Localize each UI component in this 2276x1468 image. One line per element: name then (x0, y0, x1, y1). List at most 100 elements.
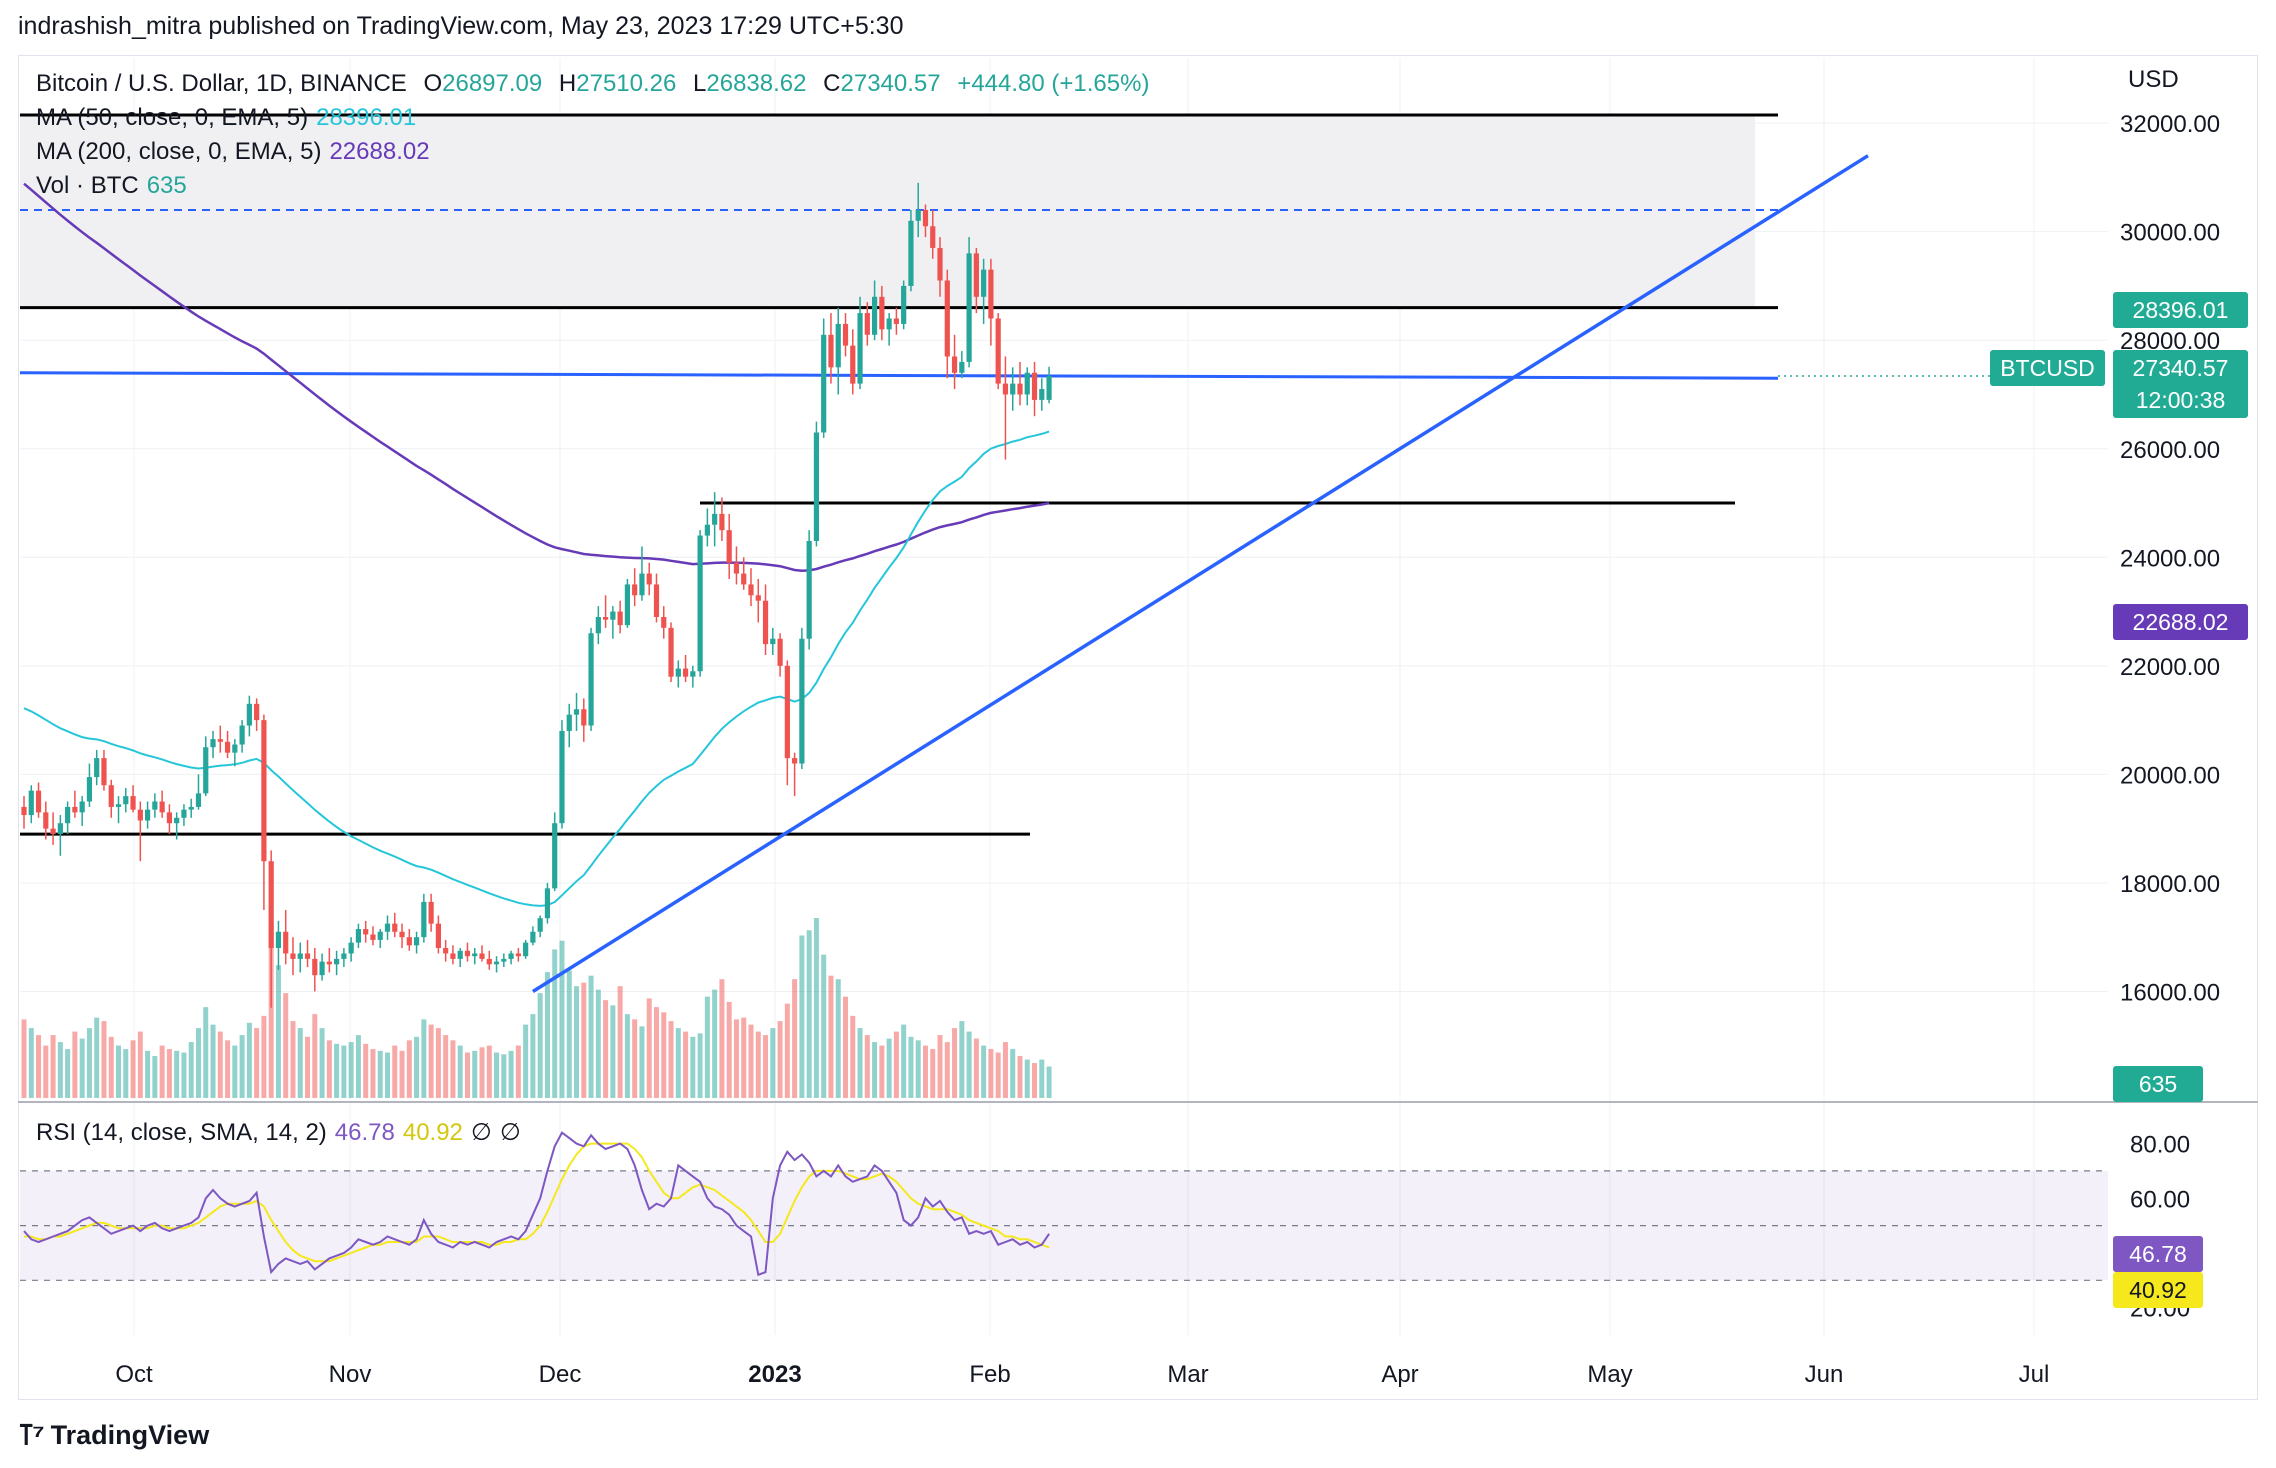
volume-bar (326, 1040, 332, 1098)
volume-bar (886, 1038, 892, 1098)
candle-body (777, 638, 783, 666)
candle-body (559, 730, 565, 824)
candle-body (762, 600, 769, 645)
candle-body (523, 942, 529, 957)
volume-bar (254, 1028, 260, 1098)
volume-bar (501, 1054, 507, 1098)
legend-rsi-hidden-1: ∅ (470, 1119, 492, 1146)
price-tick-label: 20000.00 (2120, 762, 2220, 789)
candle-body (704, 524, 710, 536)
volume-bar (515, 1045, 521, 1098)
volume-bar (922, 1045, 928, 1098)
candle-body (188, 806, 194, 810)
legend-ma200[interactable]: MA (200, close, 0, EMA, 5) 22688.02 (36, 138, 430, 166)
candle-body (792, 758, 798, 764)
candle-body (246, 703, 252, 726)
candle-body (115, 804, 122, 807)
candle-body (86, 777, 93, 802)
volume-bar (312, 1014, 318, 1098)
candle-body (821, 334, 827, 433)
price-tick-label: 24000.00 (2120, 545, 2220, 572)
candle-body (813, 432, 820, 542)
volume-bar (595, 989, 601, 1098)
candle-body (1031, 372, 1038, 400)
footer-brand: TradingView (50, 1420, 210, 1450)
volume-bar (457, 1045, 463, 1098)
volume-bar (741, 1017, 747, 1098)
candle-body (544, 888, 551, 919)
volume-bar (755, 1031, 761, 1098)
candle-body (43, 812, 49, 829)
volume-bar (232, 1045, 238, 1098)
candle-body (784, 665, 790, 759)
volume-bar (203, 1007, 209, 1098)
candle-body (195, 793, 202, 807)
volume-bar (275, 965, 281, 1098)
time-tick-label: Apr (1381, 1361, 1418, 1388)
tradingview-footer[interactable]: ⊺⁷ TradingView (18, 1418, 209, 1453)
candle-body (304, 953, 311, 959)
candle-body (668, 627, 674, 677)
candle-body (166, 812, 172, 824)
candle-body (719, 513, 725, 531)
candle-body (959, 361, 965, 373)
candle-body (443, 948, 449, 954)
rising-trend-line (531, 154, 1869, 993)
legend-ohlc: Bitcoin / U.S. Dollar, 1D, BINANCE O2689… (36, 70, 1149, 98)
candle-body (981, 269, 987, 297)
volume-bar (712, 989, 718, 1098)
candle-body (450, 953, 456, 959)
volume-bar (1002, 1042, 1008, 1098)
volume-bar (603, 1000, 609, 1098)
candle-body (1010, 383, 1016, 395)
volume-bar (966, 1031, 972, 1098)
volume-bar (36, 1035, 42, 1098)
candle-body (181, 809, 187, 818)
volume-bar (661, 1012, 667, 1098)
ma50-line (23, 430, 1050, 907)
candle-body (108, 785, 114, 807)
candle-body (384, 923, 391, 932)
volume-bar (959, 1021, 965, 1098)
volume-bar (610, 1005, 616, 1098)
candle-body (552, 823, 558, 889)
time-tick-label: Feb (969, 1361, 1010, 1388)
volume-bar (79, 1038, 85, 1098)
volume-bar (537, 993, 543, 1098)
volume-bar (944, 1042, 950, 1098)
candle-body (806, 541, 812, 639)
candle-body (573, 709, 580, 715)
legend-volume[interactable]: Vol · BTC 635 (36, 172, 187, 200)
volume-bar (792, 979, 798, 1098)
legend-rsi[interactable]: RSI (14, close, SMA, 14, 2) 46.78 40.92 ∅ ∅ (36, 1118, 521, 1147)
volume-bar (559, 940, 565, 1098)
candle-body (370, 934, 376, 940)
volume-bar (1039, 1059, 1045, 1098)
candle-body (174, 817, 180, 824)
volume-bar (399, 1050, 405, 1098)
candle-body (254, 703, 260, 721)
candle-body (690, 671, 696, 677)
volume-bar (428, 1024, 434, 1098)
candle-body (217, 739, 223, 742)
legend-rsi-label: RSI (14, close, SMA, 14, 2) (36, 1119, 327, 1146)
volume-bar (799, 935, 805, 1098)
legend-vol-label: Vol · BTC (36, 172, 139, 199)
volume-bar (893, 1031, 899, 1098)
chart-frame[interactable] (18, 55, 2258, 1400)
candle-body (566, 714, 572, 731)
candle-body (428, 901, 434, 924)
ma200-line (23, 182, 1050, 572)
candle-body (864, 313, 870, 335)
volume-bar (195, 1028, 201, 1098)
candle-body (908, 220, 914, 286)
volume-bar (86, 1028, 92, 1098)
candle-body (348, 942, 354, 954)
legend-ma50[interactable]: MA (50, close, 0, EMA, 5) 28396.01 (36, 104, 416, 132)
candle-body (486, 958, 492, 965)
legend-rsi-value: 46.78 (334, 1119, 395, 1146)
time-tick-label: 2023 (748, 1361, 801, 1388)
candle-body (79, 801, 85, 813)
legend-vol-value: 635 (146, 172, 187, 199)
